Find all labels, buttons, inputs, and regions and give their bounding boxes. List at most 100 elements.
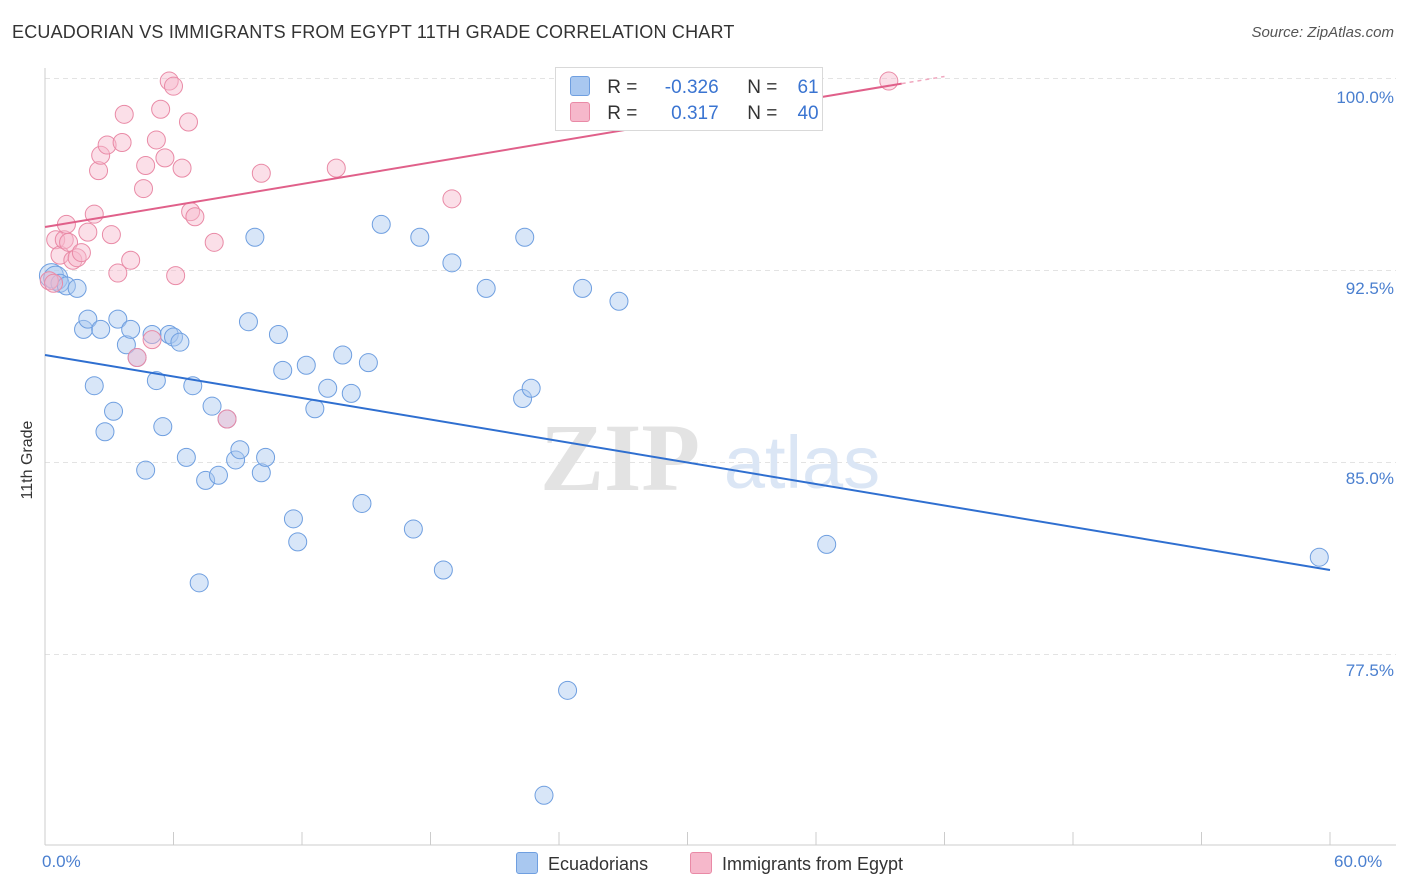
trend-line-ecuadorians	[44, 353, 1331, 572]
data-point	[108, 309, 128, 329]
legend-swatch-blue	[516, 852, 538, 874]
data-point	[151, 99, 171, 119]
data-point	[112, 133, 132, 152]
data-point	[202, 396, 222, 416]
data-point	[127, 348, 147, 368]
data-point	[476, 278, 496, 298]
data-point	[38, 263, 64, 289]
legend-item-immigrants-from-egypt: Immigrants from Egypt	[690, 852, 903, 875]
data-point	[217, 409, 237, 429]
data-point	[74, 319, 94, 339]
data-point	[410, 227, 430, 247]
data-point	[116, 335, 136, 355]
data-point	[101, 225, 121, 245]
data-point	[371, 214, 391, 234]
r-value: 0.317	[671, 103, 719, 124]
data-point	[121, 319, 141, 339]
y-tick-label-100: 100.0%	[1336, 88, 1394, 107]
n-value: 40	[797, 103, 819, 124]
data-point	[84, 376, 104, 396]
legend-label-immigrants-from-egypt: Immigrants from Egypt	[722, 854, 904, 874]
data-point	[283, 509, 303, 529]
legend-row-ecuadorians: R = -0.326 N = 61	[570, 76, 819, 100]
data-point	[442, 253, 462, 273]
data-point	[521, 378, 541, 398]
data-point	[44, 273, 64, 293]
data-point	[178, 112, 198, 132]
watermark-zip: ZIP	[540, 404, 700, 511]
x-tick-label-min: 0.0%	[42, 852, 81, 871]
series-immigrants-from-egypt	[39, 71, 899, 429]
r-value: -0.326	[664, 77, 719, 98]
data-point	[89, 161, 109, 181]
data-point	[78, 309, 98, 329]
data-point	[121, 250, 141, 270]
data-point	[204, 232, 224, 252]
data-point	[318, 378, 338, 398]
series-legend: Ecuadorians Immigrants from Egypt	[0, 852, 1406, 878]
data-point	[71, 243, 91, 263]
r-label: R =	[607, 77, 638, 98]
data-point	[333, 345, 353, 365]
data-point	[817, 534, 837, 554]
data-point	[403, 519, 423, 539]
data-point	[185, 207, 205, 227]
legend-item-ecuadorians: Ecuadorians	[516, 852, 648, 875]
data-point	[134, 179, 154, 199]
data-point	[288, 532, 308, 552]
chart-title: ECUADORIAN VS IMMIGRANTS FROM EGYPT 11TH…	[12, 22, 735, 42]
data-point	[172, 158, 192, 178]
axes	[44, 68, 1396, 846]
data-point	[189, 573, 209, 593]
data-point	[296, 355, 316, 375]
y-tick-label-92-5: 92.5%	[1345, 279, 1394, 298]
data-point	[91, 319, 111, 339]
data-point	[78, 222, 98, 242]
data-point	[208, 465, 228, 485]
data-point	[245, 227, 265, 247]
data-point	[146, 371, 166, 391]
data-point	[91, 145, 111, 165]
source-label: Source: ZipAtlas.com	[1251, 24, 1394, 41]
legend-swatch-blue	[570, 76, 590, 96]
series-ecuadorians	[38, 214, 1329, 805]
data-point	[256, 447, 276, 467]
data-point	[251, 463, 271, 483]
data-point	[230, 440, 250, 460]
data-point	[153, 417, 173, 437]
data-point	[251, 163, 271, 183]
legend-swatch-pink	[690, 852, 712, 874]
r-label: R =	[607, 103, 638, 124]
data-point	[67, 278, 87, 298]
data-point	[164, 76, 183, 96]
data-point	[1309, 547, 1329, 567]
data-point	[95, 422, 115, 442]
data-point	[534, 785, 554, 805]
data-point	[136, 156, 156, 176]
data-point	[108, 263, 128, 283]
data-point	[170, 332, 190, 352]
data-point	[155, 148, 175, 168]
trend-line-extension	[901, 75, 945, 85]
data-point	[142, 325, 162, 344]
data-point	[273, 360, 293, 380]
n-value: 61	[797, 77, 819, 98]
y-tick-label-77-5: 77.5%	[1345, 661, 1394, 680]
data-point	[558, 680, 578, 700]
data-point	[176, 447, 196, 467]
data-point	[341, 383, 361, 403]
data-point	[442, 189, 462, 209]
y-axis-label: 11th Grade	[19, 420, 36, 500]
n-label: N =	[747, 103, 778, 124]
data-point	[97, 135, 117, 155]
correlation-legend: R = -0.326 N = 61 R = 0.317 N = 40	[555, 67, 823, 131]
data-point	[268, 325, 288, 344]
n-label: N =	[747, 77, 778, 98]
data-point	[352, 493, 372, 513]
data-point	[136, 460, 156, 480]
data-point	[326, 158, 346, 178]
data-point	[573, 278, 593, 298]
data-point	[114, 104, 134, 124]
data-point	[104, 401, 124, 421]
